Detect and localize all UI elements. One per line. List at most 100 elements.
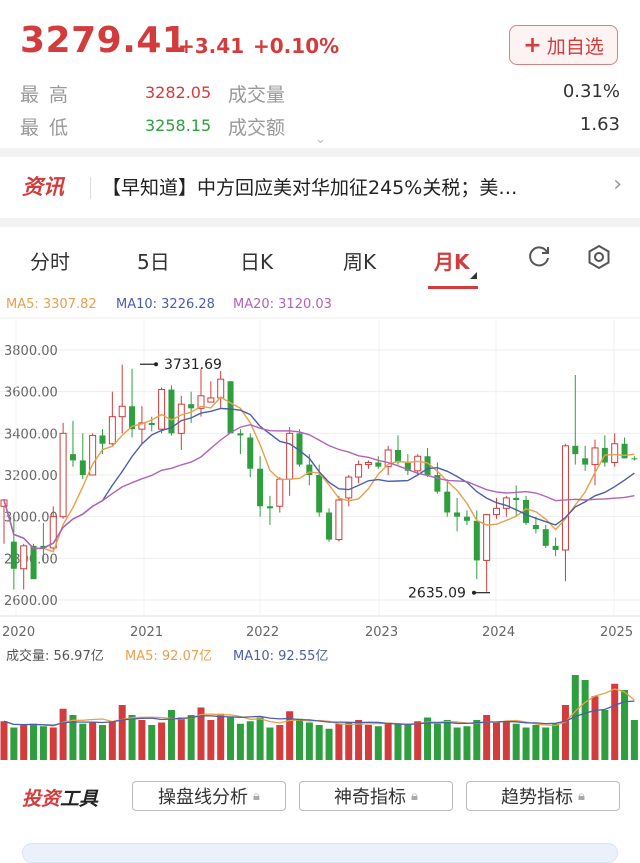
tab-weekly-k[interactable]: 周K [343, 250, 377, 274]
candle-body [523, 500, 530, 523]
divider [0, 148, 640, 157]
volume-legend: 成交量: 56.97亿 [6, 648, 104, 664]
y-tick-label: 3800.00 [4, 344, 58, 359]
y-tick-label: 3000.00 [4, 511, 58, 526]
candle-body [276, 478, 284, 507]
refresh-icon[interactable] [526, 244, 552, 270]
volume-bar [345, 722, 353, 765]
min-marker-dot [472, 590, 476, 595]
candle-body [177, 403, 185, 434]
tab-daily-k[interactable]: 日K [240, 250, 274, 274]
candle-body [40, 545, 47, 548]
x-tick-label: 2022 [246, 625, 279, 640]
x-tick-label: 2025 [600, 625, 633, 640]
volume-bar [217, 713, 225, 765]
tab-5day[interactable]: 5日 [137, 250, 170, 274]
current-price: 3279.41 [20, 20, 188, 61]
tool-trend-indicator-button[interactable]: 趋势指标 🔒︎ [466, 781, 620, 811]
candle-body [434, 475, 441, 492]
volume-bar [630, 720, 638, 765]
candle-body [424, 456, 431, 475]
volume-bar [355, 720, 363, 765]
candle-body [108, 416, 116, 445]
candle-body [0, 499, 8, 507]
tool-trend-indicator-label: 趋势指标 [501, 787, 574, 808]
volume-bar [197, 707, 205, 765]
volume-bar [10, 727, 18, 765]
candle-body [306, 464, 313, 475]
volume-bar [571, 675, 579, 765]
candle-body [542, 529, 549, 546]
volume-bar [374, 726, 382, 765]
y-tick-label: 2600.00 [4, 594, 58, 609]
candle-body [454, 512, 461, 517]
settings-icon[interactable] [586, 244, 612, 270]
candle-body [582, 458, 589, 465]
volume-bar [187, 715, 195, 765]
tab-monthly-k[interactable]: 月K [434, 250, 470, 274]
volume-bar [227, 717, 235, 765]
candle-body [552, 545, 559, 550]
candle-body [266, 506, 273, 509]
add-watchlist-label: 加自选 [546, 35, 604, 58]
add-watchlist-button[interactable]: + 加自选 [509, 25, 618, 65]
volume-bar [364, 725, 372, 765]
volume-bar [59, 708, 67, 765]
candle-body [463, 516, 470, 521]
quote-header: 3279.41 +3.41 +0.10% + 加自选 最高 3282.05 成交… [0, 0, 640, 150]
expand-chevron-icon[interactable]: ⌄ [315, 132, 326, 147]
x-tick-label: 2021 [130, 625, 163, 640]
volume-value: 0.31% [562, 81, 620, 102]
candle-body [138, 422, 146, 430]
candle-body [197, 395, 205, 409]
candle-body [296, 433, 303, 465]
volume-bar [49, 727, 57, 765]
candle-body [207, 397, 215, 403]
max-price-label: 3731.69 [164, 357, 222, 373]
volume-bar [0, 721, 8, 765]
tab-intraday[interactable]: 分时 [30, 250, 70, 274]
tool-operation-line-label: 操盘线分析 [158, 787, 249, 808]
candle-body [532, 525, 539, 530]
candle-body [502, 497, 510, 509]
candle-body [89, 434, 97, 476]
amount-value: 1.63 [579, 114, 620, 135]
lock-icon: 🔒︎ [411, 788, 418, 804]
tool-operation-line-button[interactable]: 操盘线分析 🔒︎ [132, 781, 286, 811]
ma20-legend: MA20: 3120.03 [233, 297, 332, 312]
amount-label: 成交额 [228, 117, 286, 139]
volume-label: 成交量 [228, 84, 286, 106]
volume-bar [118, 705, 126, 765]
candle-body [188, 404, 195, 409]
candle-body [79, 460, 86, 475]
volume-bar [79, 723, 87, 765]
active-tab-indicator [428, 286, 478, 289]
candle-body [10, 541, 17, 569]
candle-body [364, 462, 372, 466]
tools-title-a: 投资 [22, 788, 61, 810]
candle-body [375, 462, 382, 467]
volume-bar [542, 727, 550, 765]
tools-title-b: 工具 [60, 788, 99, 810]
tools-title: 投资工具 [22, 784, 98, 811]
candle-body [49, 516, 57, 549]
candle-body [168, 389, 175, 434]
candle-body [257, 468, 264, 507]
x-tick-label: 2024 [482, 625, 515, 640]
volume-bar [30, 723, 38, 765]
volume-bar [502, 721, 510, 765]
volume-bar [335, 723, 343, 765]
volume-bar [99, 725, 106, 765]
news-ticker[interactable]: 资讯 【早知道】中方回应美对华加征245%关税；美… › [0, 158, 640, 216]
y-tick-label: 3400.00 [4, 427, 58, 442]
candle-body [561, 445, 569, 551]
volume-bar [69, 715, 77, 765]
candle-body [237, 433, 244, 436]
ma20-line [3, 423, 635, 550]
dropdown-triangle-icon [470, 272, 477, 279]
candle-body [444, 491, 451, 513]
chart-tabs: 分时 5日 日K 周K 月K [0, 232, 640, 290]
kline-chart[interactable]: MA5: 3307.82 MA10: 3226.28 MA20: 3120.03 38… [0, 290, 640, 765]
lock-icon: 🔒︎ [253, 788, 260, 804]
tool-magic-indicator-button[interactable]: 神奇指标 🔒︎ [299, 781, 453, 811]
